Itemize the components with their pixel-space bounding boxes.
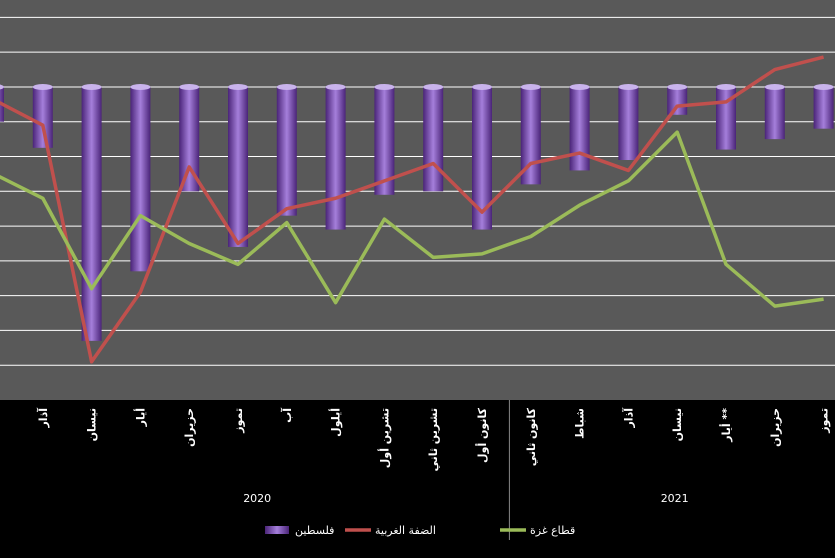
bar-cap — [81, 83, 102, 90]
bar-cap — [228, 83, 248, 90]
bar — [813, 86, 834, 129]
bar-cap — [618, 83, 639, 90]
bar — [520, 86, 541, 185]
bar — [81, 86, 102, 341]
legend-label: الضفة الغربية — [375, 524, 436, 537]
bar-cap — [374, 83, 395, 90]
bar-cap — [325, 83, 346, 90]
bar — [569, 86, 590, 171]
x-tick-label: حزيران — [183, 408, 196, 447]
x-tick-label: أيار — [133, 408, 147, 427]
line — [0, 55, 825, 364]
bar — [179, 86, 200, 192]
bar — [764, 86, 785, 140]
x-tick-label: نيسان — [86, 408, 99, 441]
bar-cap — [423, 83, 444, 90]
bar — [276, 86, 297, 216]
line — [0, 130, 824, 308]
bar — [325, 86, 346, 230]
legend-label: قطاع غزة — [530, 524, 575, 537]
bar — [32, 86, 53, 148]
x-tick-label: أيلول — [329, 408, 343, 437]
x-tick-label: كانون ثاني — [525, 407, 538, 466]
bar-cap — [813, 83, 834, 90]
bar-cap — [716, 83, 736, 90]
bar-cap — [764, 83, 785, 90]
bar — [228, 86, 248, 247]
bar-cap — [276, 83, 297, 90]
bar-cap — [667, 83, 688, 90]
bar-cap — [520, 83, 541, 90]
bar-cap — [32, 83, 53, 90]
x-tick-label: آذار — [36, 408, 50, 429]
x-tick-label: آب — [280, 408, 294, 423]
x-tick-label: تموز — [232, 408, 245, 434]
legend-label: فلسطين — [295, 524, 334, 537]
plot-area — [0, 0, 835, 400]
x-tick-label: كانون أول — [475, 407, 489, 463]
x-tick-label: شباط — [574, 408, 587, 439]
x-tick-label: تشرين ثاني — [427, 408, 440, 472]
bar — [618, 86, 639, 160]
bar-cap — [0, 84, 4, 90]
x-group-label: 2021 — [661, 492, 689, 505]
legend-marker — [265, 526, 289, 534]
x-tick-label: آذار — [621, 408, 635, 429]
x-group-label: 2020 — [243, 492, 271, 505]
bar — [374, 86, 395, 195]
x-tick-label: تشرين أول — [377, 408, 391, 468]
bar-cap — [472, 83, 492, 90]
x-tick-label: نيسان — [671, 408, 684, 441]
bar-cap — [130, 83, 151, 90]
bar — [472, 86, 492, 230]
bar — [667, 86, 688, 115]
x-tick-label: حزيران — [769, 408, 782, 447]
bar-cap — [569, 83, 590, 90]
bar — [423, 86, 444, 192]
x-tick-label: تموز — [818, 408, 831, 434]
bar — [130, 86, 151, 272]
bar-cap — [179, 83, 200, 90]
x-tick-label: أيار ** — [719, 408, 733, 443]
